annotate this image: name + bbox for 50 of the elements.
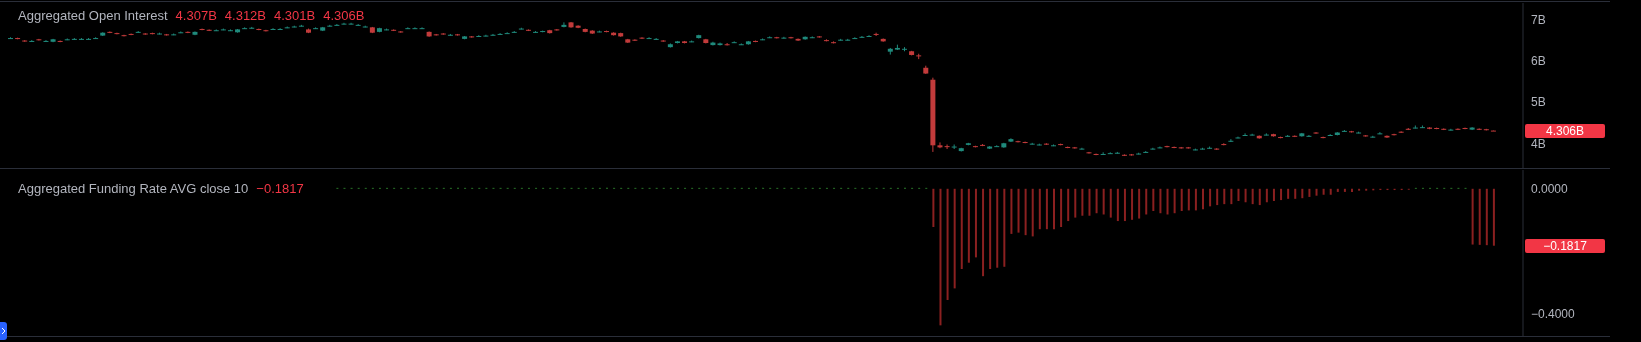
candlestick (1455, 127, 1461, 131)
candlestick (1313, 131, 1319, 135)
annotation: −0.1817 (256, 181, 304, 196)
annotation: 4.301B (274, 8, 316, 23)
candlestick (341, 22, 347, 25)
candlestick (1228, 138, 1234, 143)
candlestick (724, 42, 730, 46)
candlestick (419, 26, 425, 30)
candlestick (185, 30, 191, 34)
y-tick-label: 7B (1531, 12, 1546, 27)
candlestick (1086, 151, 1092, 155)
annotation: 4.312B (224, 8, 267, 23)
text: Aggregated Funding Rate AVG close 10 (18, 181, 249, 196)
y-tick-label: 4B (1531, 136, 1546, 151)
candlestick (277, 27, 283, 31)
candlestick (334, 23, 340, 27)
y-tick-label: 5B (1531, 95, 1546, 110)
y-tick-label: −0.4000 (1531, 307, 1576, 322)
candlestick (490, 33, 496, 37)
candlestick (1263, 132, 1269, 136)
y-tick-label: 6B (1531, 54, 1546, 69)
candlestick (944, 143, 950, 150)
candlestick (646, 36, 652, 40)
candlestick (1242, 132, 1248, 137)
candlestick (781, 36, 787, 39)
candlestick (866, 34, 872, 38)
candlestick (497, 32, 503, 36)
candlestick (1100, 151, 1106, 156)
candlestick (412, 26, 418, 30)
candlestick (270, 27, 276, 31)
candlestick (561, 21, 567, 28)
candlestick (639, 36, 645, 40)
annotation: 4.307B (175, 8, 217, 23)
candlestick (43, 39, 49, 43)
candlestick (483, 34, 489, 37)
candlestick (1306, 134, 1312, 138)
candlestick (1079, 147, 1085, 150)
text: 4.306B (1525, 123, 1605, 138)
text: −0.1817 (1525, 238, 1605, 253)
candlestick (795, 37, 801, 42)
candlestick (1377, 131, 1383, 135)
annotation: 4.306B (323, 8, 365, 23)
candlestick (873, 32, 879, 37)
candlestick (632, 38, 638, 42)
candlestick (36, 38, 42, 42)
candlestick (348, 22, 354, 25)
y-tick-label: 0.0000 (1531, 182, 1569, 197)
chart-title: Aggregated Open Interest (18, 8, 168, 23)
candlestick (937, 141, 943, 149)
candlestick (859, 35, 865, 39)
